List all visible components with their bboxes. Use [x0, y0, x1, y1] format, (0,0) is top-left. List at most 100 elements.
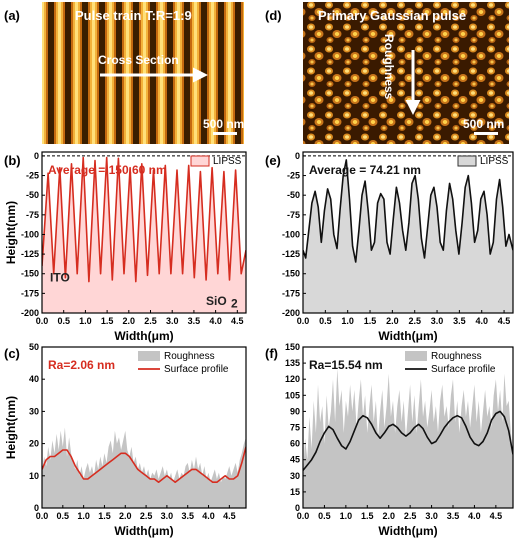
panel-letter-a: (a)	[4, 8, 20, 23]
x-axis-label: Width(μm)	[378, 329, 437, 343]
x-tick-label: 0.0	[36, 316, 49, 326]
scale-bar-a	[213, 132, 237, 135]
x-tick-label: 1.5	[361, 511, 374, 521]
chart-e-gaussian-profile: 0.0 0.5 1.0 1.5 2.0 2.5 3.0 3.5 4.0 4.5 0 -25 -50 -75…	[282, 151, 514, 343]
panel-letter-c: (c)	[4, 346, 20, 361]
x-tick-label: 1.5	[101, 316, 114, 326]
y-tick-label: -125	[282, 249, 300, 259]
x-tick-label: 0.0	[36, 511, 49, 521]
x-tick-label: 1.0	[341, 316, 354, 326]
panel-letter-d: (d)	[265, 8, 282, 23]
series-line-lipss	[303, 159, 513, 263]
y-tick-label: 0	[34, 151, 39, 161]
y-tick-label: 105	[285, 390, 300, 400]
layer-label-sio2-subscript: 2	[231, 297, 238, 311]
annotation-average: Ra=2.06 nm	[48, 358, 115, 372]
y-tick-label: 10	[29, 471, 39, 481]
x-tick-label: 0.5	[319, 316, 332, 326]
y-tick-label: -200	[282, 308, 300, 318]
y-tick-label: 75	[290, 423, 300, 433]
plot-frame	[41, 151, 247, 314]
y-tick-label: 120	[285, 374, 300, 384]
plot-frame	[302, 151, 514, 314]
plot-area	[303, 368, 513, 508]
x-tick-label: 0.5	[57, 316, 70, 326]
y-tick-label: -150	[282, 269, 300, 279]
legend-swatch-roughness	[138, 351, 160, 361]
scale-bar-label-d: 500 nm	[463, 117, 504, 131]
y-tick-label: -50	[26, 190, 39, 200]
x-tick-label: 4.0	[468, 511, 481, 521]
image-a-title: Pulse train T:R=1:9	[75, 8, 192, 23]
scale-bar-label-a: 500 nm	[203, 117, 244, 131]
legend-label: LIPSS	[213, 156, 242, 167]
chart-c-roughness: 0.0 0.5 1.0 1.5 2.0 2.5 3.0 3.5 4.0 4.5 0 10 20 30 40 5…	[4, 342, 247, 538]
cross-section-label: Cross Section	[98, 53, 179, 67]
x-tick-label: 1.5	[364, 316, 377, 326]
scale-bar-d	[474, 132, 498, 135]
x-tick-label: 4.5	[231, 316, 244, 326]
x-tick-label: 2.0	[386, 316, 399, 326]
y-tick-label: 15	[290, 487, 300, 497]
annotation-average: Average = 150.60 nm	[48, 163, 167, 177]
series-fill-roughness	[42, 427, 246, 508]
y-tick-label: 135	[285, 358, 300, 368]
x-tick-label: 4.5	[490, 511, 503, 521]
x-tick-label: 2.5	[404, 511, 417, 521]
layer-label-ito: ITO	[50, 271, 70, 285]
x-tick-label: 2.0	[382, 511, 395, 521]
image-d-title: Primary Gaussian pulse	[318, 8, 466, 23]
afm-image-a-stripes	[42, 2, 244, 144]
roughness-vertical-label: Roughness	[382, 34, 396, 100]
y-tick-label: -175	[282, 288, 300, 298]
y-tick-label: 40	[29, 374, 39, 384]
series-line-lipss	[42, 156, 246, 283]
x-tick-label: 3.0	[431, 316, 444, 326]
y-tick-label: 0	[34, 503, 39, 513]
afm-image-gaussian-pulse: (d) Primary Gaussian pulse Roughness 500…	[265, 2, 509, 144]
x-tick-label: 1.0	[79, 316, 92, 326]
x-tick-label: 3.5	[447, 511, 460, 521]
x-tick-label: 2.0	[119, 511, 132, 521]
legend-swatch	[457, 155, 477, 167]
legend-label: Roughness	[164, 351, 215, 362]
x-axis-label: Width(μm)	[378, 524, 437, 538]
y-axis-label: Height(nm)	[4, 396, 18, 459]
x-tick-label: 1.0	[77, 511, 90, 521]
panel-letter-f: (f)	[265, 346, 278, 361]
x-tick-label: 1.0	[340, 511, 353, 521]
x-tick-label: 3.0	[161, 511, 174, 521]
plot-area	[42, 427, 246, 508]
legend-label: Roughness	[431, 351, 482, 362]
plot-area	[303, 155, 513, 313]
y-tick-label: 0	[295, 151, 300, 161]
x-tick-label: 4.0	[475, 316, 488, 326]
x-tick-label: 2.5	[408, 316, 421, 326]
x-tick-label: 3.5	[453, 316, 466, 326]
legend-label: Surface profile	[431, 364, 496, 375]
x-axis-label: Width(μm)	[114, 329, 173, 343]
y-tick-label: 50	[29, 342, 39, 352]
x-tick-label: 2.5	[140, 511, 153, 521]
layer-label-sio2: SiO	[206, 294, 227, 308]
x-tick-label: 0.0	[297, 511, 310, 521]
y-tick-label: -75	[26, 210, 39, 220]
afm-image-d-grains	[303, 2, 509, 144]
x-tick-label: 1.5	[98, 511, 111, 521]
y-tick-label: -150	[21, 269, 39, 279]
x-tick-label: 4.0	[202, 511, 215, 521]
panel-letter-b: (b)	[4, 153, 21, 168]
y-tick-label: -50	[287, 190, 300, 200]
series-line-surface-profile	[42, 446, 246, 484]
y-tick-label: -125	[21, 249, 39, 259]
annotation-average: Ra=15.54 nm	[309, 358, 383, 372]
y-tick-label: -100	[21, 229, 39, 239]
x-tick-label: 2.0	[123, 316, 136, 326]
y-tick-label: 0	[295, 503, 300, 513]
y-tick-label: -175	[21, 288, 39, 298]
y-tick-label: 150	[285, 342, 300, 352]
y-tick-label: -200	[21, 308, 39, 318]
y-tick-label: 30	[29, 406, 39, 416]
series-fill-roughness	[303, 368, 513, 508]
x-tick-label: 0.5	[57, 511, 70, 521]
